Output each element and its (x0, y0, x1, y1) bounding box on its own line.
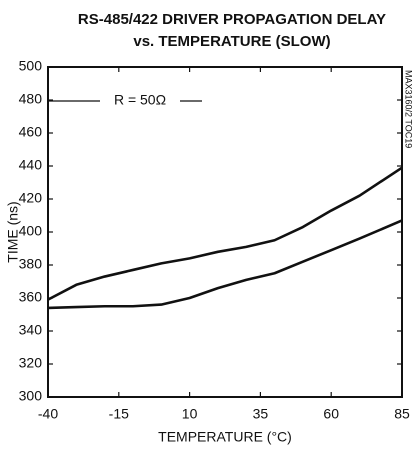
y-tick-label: 320 (19, 355, 43, 371)
y-tick-label: 400 (19, 223, 43, 239)
y-tick-label: 460 (19, 124, 43, 140)
y-tick-label: 340 (19, 322, 43, 338)
chart-title: RS-485/422 DRIVER PROPAGATION DELAY (78, 11, 386, 28)
x-tick-label: 85 (394, 406, 410, 422)
plot-frame (47, 66, 403, 398)
x-axis-label: TEMPERATURE (°C) (158, 429, 292, 445)
y-tick-label: 360 (19, 289, 43, 305)
x-tick-label: 10 (182, 406, 198, 422)
annotation: R = 50Ω (114, 92, 166, 108)
data-line (47, 166, 403, 301)
data-line (47, 219, 403, 310)
y-axis-label: TIME (ns) (5, 201, 21, 262)
y-tick-label: 500 (19, 58, 43, 74)
x-tick-label: -40 (38, 406, 58, 422)
y-tick-label: 420 (19, 190, 43, 206)
x-tick-label: 60 (323, 406, 339, 422)
chart-subtitle: vs. TEMPERATURE (SLOW) (133, 33, 330, 50)
y-tick-label: 480 (19, 91, 43, 107)
annotation: MAX3160/2 TOC19 (404, 70, 414, 148)
y-tick-label: 440 (19, 157, 43, 173)
y-tick-label: 300 (19, 388, 43, 404)
x-tick-label: -15 (109, 406, 129, 422)
y-tick-label: 380 (19, 256, 43, 272)
x-tick-label: 35 (253, 406, 269, 422)
